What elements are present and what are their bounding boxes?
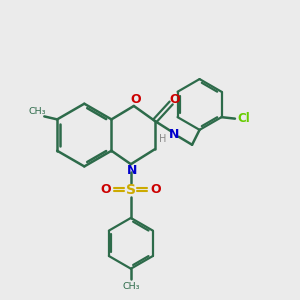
Text: CH₃: CH₃ — [29, 107, 46, 116]
Text: N: N — [169, 128, 179, 141]
Text: O: O — [101, 183, 111, 196]
Text: S: S — [126, 183, 136, 196]
Text: Cl: Cl — [238, 112, 250, 125]
Text: O: O — [150, 183, 161, 196]
Text: H: H — [159, 134, 166, 144]
Text: O: O — [169, 93, 180, 106]
Text: CH₃: CH₃ — [122, 281, 140, 290]
Text: N: N — [127, 164, 137, 177]
Text: O: O — [130, 93, 141, 106]
